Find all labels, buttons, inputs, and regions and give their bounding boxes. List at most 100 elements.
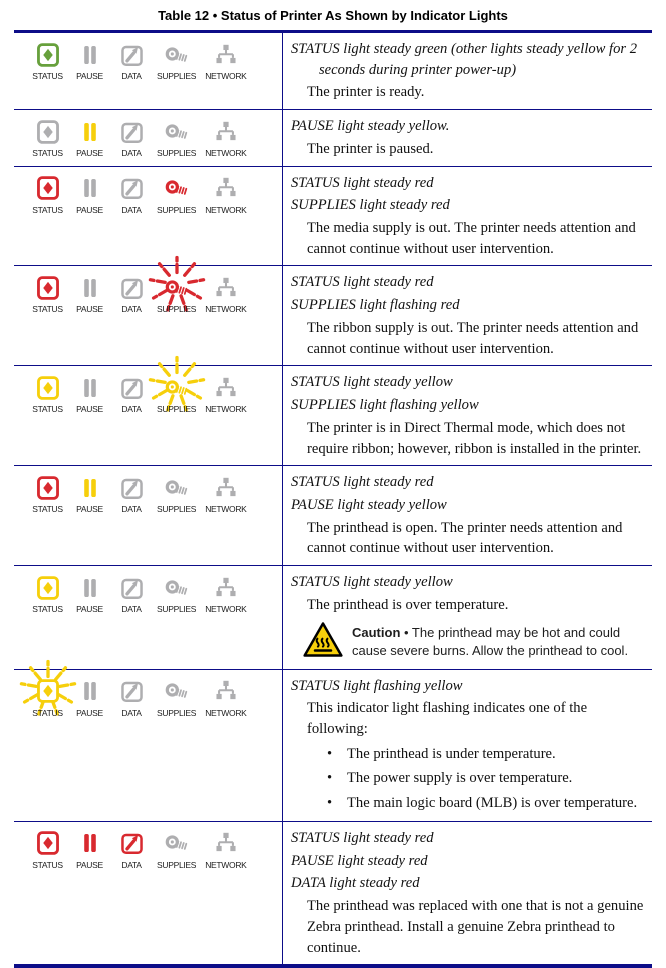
description-text: The printhead was replaced with one that… bbox=[307, 898, 644, 956]
indicator-supplies: SUPPLIES bbox=[157, 118, 196, 158]
status-icon bbox=[35, 274, 61, 301]
indicator-label: STATUS bbox=[32, 204, 63, 215]
indicator-label: PAUSE bbox=[76, 404, 103, 415]
pause-icon bbox=[78, 274, 102, 301]
condition-text: STATUS light steady red bbox=[291, 474, 434, 491]
indicator-data: DATA bbox=[115, 118, 148, 158]
indicator-label: NETWORK bbox=[205, 148, 247, 159]
indicator-lights: STATUS PAUSE DATA SUPPLIES NETWORK bbox=[31, 474, 282, 514]
status-icon bbox=[35, 474, 61, 501]
indicator-cell: STATUS PAUSE DATA SUPPLIES NETWORK bbox=[14, 466, 282, 565]
condition-text: SUPPLIES light steady red bbox=[291, 197, 450, 214]
indicator-label: STATUS bbox=[32, 304, 63, 315]
indicator-label: NETWORK bbox=[205, 707, 247, 718]
indicator-label: NETWORK bbox=[205, 504, 247, 515]
indicator-status: STATUS bbox=[31, 41, 64, 81]
indicator-lights: STATUS PAUSE DATA SUPPLIES NETWORK bbox=[31, 256, 282, 314]
indicator-label: PAUSE bbox=[76, 148, 103, 159]
supplies-icon bbox=[163, 678, 191, 705]
description-text: The printhead is open. The printer needs… bbox=[307, 519, 623, 557]
description-text: The ribbon supply is out. The printer ne… bbox=[307, 319, 639, 357]
network-icon bbox=[213, 374, 239, 401]
network-icon bbox=[213, 574, 239, 601]
table-row: STATUS PAUSE DATA SUPPLIES NETWORK STATUS lig… bbox=[14, 821, 652, 965]
indicator-data: DATA bbox=[115, 574, 148, 614]
indicator-label: PAUSE bbox=[76, 859, 103, 870]
indicator-supplies: SUPPLIES bbox=[157, 678, 196, 718]
indicator-status: STATUS bbox=[31, 118, 64, 158]
condition-text: PAUSE light steady red bbox=[291, 852, 428, 869]
indicator-label: SUPPLIES bbox=[157, 604, 197, 615]
indicator-supplies: SUPPLIES bbox=[157, 41, 196, 81]
table-row: STATUS PAUSE DATA SUPPLIES NETWORK STATUS lig… bbox=[14, 256, 652, 367]
indicator-label: STATUS bbox=[32, 148, 63, 159]
table-title: Table 12 • Status of Printer As Shown by… bbox=[158, 8, 508, 23]
indicator-pause: PAUSE bbox=[73, 474, 106, 514]
indicator-label: SUPPLIES bbox=[157, 148, 197, 159]
indicator-label: SUPPLIES bbox=[157, 859, 197, 870]
indicator-label: DATA bbox=[121, 204, 142, 215]
bullet-marker: • bbox=[327, 745, 333, 762]
bullet-item: • The printhead is under temperature. bbox=[327, 744, 644, 764]
indicator-label: DATA bbox=[121, 148, 142, 159]
indicator-status: STATUS bbox=[19, 659, 76, 718]
indicator-lights: STATUS PAUSE DATA SUPPLIES NETWORK bbox=[31, 118, 282, 158]
description-cell: PAUSE light steady yellow. The printer is… bbox=[282, 110, 652, 166]
status-icon bbox=[35, 374, 61, 401]
indicator-pause: PAUSE bbox=[73, 41, 106, 81]
supplies-icon bbox=[163, 574, 191, 601]
pause-icon bbox=[78, 678, 102, 705]
indicator-data: DATA bbox=[115, 274, 148, 314]
indicator-label: STATUS bbox=[32, 504, 63, 515]
description-text: The printer is in Direct Thermal mode, w… bbox=[307, 419, 642, 457]
description-text: The printer is ready. bbox=[307, 84, 425, 101]
description-cell: STATUS light steady red SUPPLIES light st… bbox=[282, 166, 652, 266]
condition-text: STATUS light steady red bbox=[291, 274, 434, 291]
description-cell: STATUS light steady red SUPPLIES light fl… bbox=[282, 266, 652, 366]
description-text: The media supply is out. The printer nee… bbox=[307, 220, 636, 257]
description-cell: STATUS light steady red PAUSE light stead… bbox=[282, 821, 652, 965]
indicator-cell: STATUS PAUSE DATA SUPPLIES NETWORK bbox=[14, 33, 282, 109]
network-icon bbox=[213, 830, 239, 857]
supplies-icon bbox=[163, 175, 191, 202]
indicator-network: NETWORK bbox=[205, 574, 247, 614]
indicator-data: DATA bbox=[115, 678, 148, 718]
indicator-network: NETWORK bbox=[205, 41, 247, 81]
indicator-label: SUPPLIES bbox=[157, 204, 197, 215]
data-icon bbox=[119, 175, 145, 202]
indicator-lights: STATUS PAUSE DATA SUPPLIES NETWORK bbox=[31, 830, 282, 870]
indicator-label: STATUS bbox=[32, 71, 63, 81]
condition-text: STATUS light steady red bbox=[291, 829, 434, 846]
indicator-label: DATA bbox=[121, 304, 142, 315]
manual-page: { "title": "Table 12 • Status of Printer… bbox=[14, 8, 652, 968]
indicator-network: NETWORK bbox=[205, 175, 247, 215]
indicator-status: STATUS bbox=[31, 574, 64, 614]
indicator-lights: STATUS PAUSE DATA SUPPLIES NETWORK bbox=[31, 356, 282, 415]
data-icon bbox=[119, 474, 145, 501]
bullet-text: The power supply is over temperature. bbox=[347, 770, 573, 787]
condition-text: STATUS light steady yellow bbox=[291, 574, 453, 591]
indicator-pause: PAUSE bbox=[73, 830, 106, 870]
network-icon bbox=[213, 118, 239, 145]
indicator-label: DATA bbox=[121, 859, 142, 870]
network-icon bbox=[213, 175, 239, 202]
status-icon bbox=[35, 118, 61, 145]
indicator-label: PAUSE bbox=[76, 71, 103, 81]
network-icon bbox=[213, 274, 239, 301]
indicator-data: DATA bbox=[115, 41, 148, 81]
status-icon bbox=[35, 574, 61, 601]
indicator-pause: PAUSE bbox=[73, 374, 106, 414]
indicator-label: PAUSE bbox=[76, 604, 103, 615]
bullet-text: The main logic board (MLB) is over tempe… bbox=[347, 794, 638, 811]
data-icon bbox=[119, 830, 145, 857]
indicator-status: STATUS bbox=[31, 274, 64, 314]
description-text: The printer is paused. bbox=[307, 140, 434, 157]
indicator-data: DATA bbox=[115, 374, 148, 414]
caution-note: Caution • The printhead may be hot and c… bbox=[303, 621, 644, 663]
pause-icon bbox=[78, 474, 102, 501]
indicator-pause: PAUSE bbox=[73, 175, 106, 215]
status-icon bbox=[35, 830, 61, 857]
indicator-label: DATA bbox=[121, 707, 142, 718]
indicator-label: SUPPLIES bbox=[157, 404, 197, 415]
indicator-cell: STATUS PAUSE DATA SUPPLIES NETWORK bbox=[14, 822, 282, 964]
